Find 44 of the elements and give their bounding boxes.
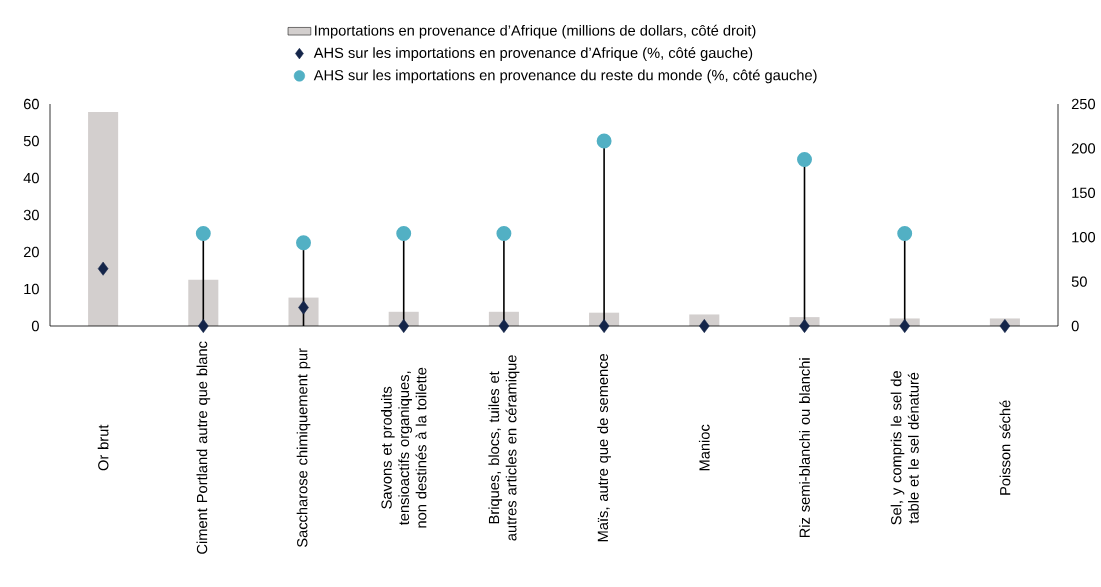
- point: [699, 319, 710, 333]
- y2-tick-label: 250: [1071, 98, 1096, 110]
- x-tick-label: Riz semi-blanchi ou blanchi: [799, 358, 810, 538]
- x-tick-label: Manioc: [698, 424, 710, 471]
- point: [899, 319, 910, 333]
- point: [396, 226, 412, 241]
- x-tick-label: Briques, blocs, tuiles et autres articles en céramique: [488, 355, 520, 541]
- x-tick-label: Savons et produits tensioactifs organiques, non destinés à la toilette: [380, 367, 427, 528]
- legend-label: Importations en provenance d’Afrique (millions de dollars, côté droit): [315, 24, 756, 39]
- x-tick-label: Ciment Portland autre que blanc: [196, 341, 211, 554]
- x-tick-label: Sel, y compris le sel de table et le sel dénaturé: [890, 371, 919, 525]
- y-tick-label: 0: [31, 320, 39, 332]
- y-tick-label: 50: [23, 135, 39, 147]
- x-tick-label: Maïs, autre que de semence: [597, 353, 611, 542]
- point: [398, 319, 409, 333]
- y-tick-label: 30: [23, 209, 39, 221]
- point: [598, 319, 610, 333]
- y-tick-label: 20: [23, 246, 39, 258]
- bar: [188, 279, 219, 326]
- point: [198, 319, 209, 333]
- point: [496, 226, 512, 241]
- y2-tick-label: 200: [1071, 143, 1096, 154]
- point: [797, 152, 812, 167]
- point: [97, 261, 109, 276]
- legend-label: AHS sur les importations en provenance d’Afrique (%, côté gauche): [313, 47, 753, 61]
- legend-label: AHS sur les importations en provenance du reste du monde (%, côté gauche): [313, 69, 817, 84]
- y2-tick-label: 100: [1072, 232, 1096, 243]
- y2-tick-label: 50: [1071, 276, 1087, 287]
- x-tick-label: Saccharose chimiquement pur: [296, 348, 311, 548]
- y-tick-label: 10: [24, 283, 39, 295]
- point: [897, 226, 913, 241]
- x-tick-label: Or brut: [97, 424, 109, 471]
- bar: [88, 112, 119, 326]
- point: [799, 319, 810, 333]
- point: [999, 319, 1011, 333]
- point: [195, 226, 211, 241]
- point: [498, 319, 510, 333]
- y2-tick-label: 0: [1071, 320, 1079, 332]
- y-tick-label: 60: [23, 98, 39, 110]
- x-tick-label: Poisson séché: [999, 400, 1011, 495]
- y-tick-label: 40: [23, 172, 39, 184]
- point: [296, 235, 311, 251]
- point: [596, 133, 612, 149]
- y2-tick-label: 150: [1072, 187, 1096, 198]
